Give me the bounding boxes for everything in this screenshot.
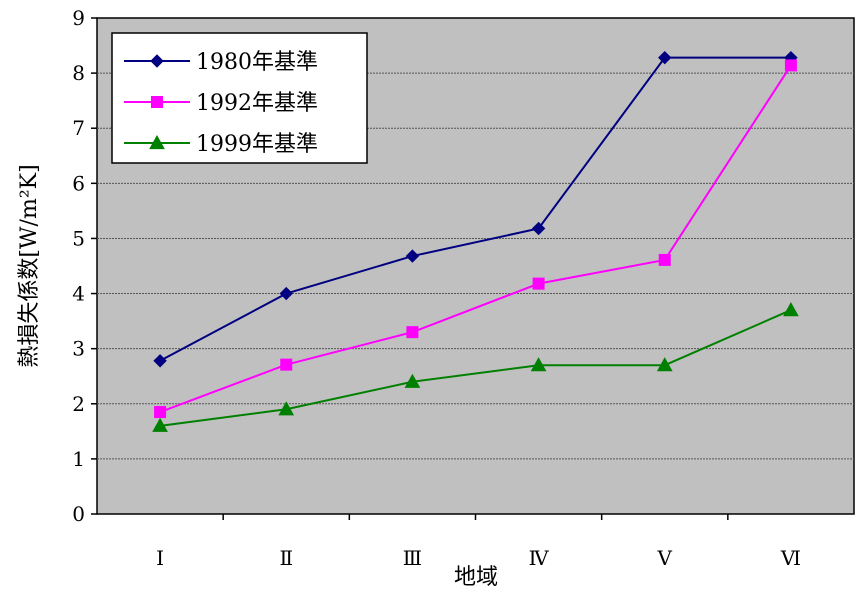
data-point (405, 249, 420, 263)
data-point (530, 357, 547, 372)
y-tick-label: 3 (72, 337, 85, 361)
data-point (154, 406, 167, 419)
y-tick-label: 0 (72, 502, 85, 526)
legend-label: 1992年基準 (196, 91, 318, 116)
x-tick-label: Ⅵ (780, 546, 801, 570)
axes (91, 17, 729, 520)
data-point (279, 286, 293, 301)
data-point (658, 50, 672, 65)
series-2 (154, 59, 797, 419)
data-point (153, 354, 167, 368)
y-tick-label: 9 (72, 6, 85, 30)
data-point (404, 373, 421, 388)
y-tick-label: 5 (72, 226, 85, 250)
data-point (280, 358, 293, 371)
data-point (783, 302, 799, 317)
x-tick-label: Ⅲ (403, 546, 422, 570)
x-tick-labels: Ⅰ Ⅱ Ⅲ Ⅳ Ⅴ Ⅵ (156, 546, 801, 570)
data-point (278, 401, 295, 416)
y-tick-label: 1 (72, 447, 85, 471)
data-point (532, 277, 545, 290)
series-3 (152, 302, 799, 432)
y-axis-title: 熱損失係数[W/m²K] (17, 164, 42, 367)
y-tick-label: 4 (72, 282, 85, 306)
legend-label: 1999年基準 (196, 132, 318, 157)
series-line (159, 56, 791, 362)
legend-marker (149, 134, 165, 150)
series-1 (153, 50, 798, 368)
legend: 1980年基準 1992年基準 1999年基準 (111, 32, 368, 164)
data-point (152, 417, 168, 432)
data-point (406, 326, 419, 339)
series-line (159, 64, 792, 413)
y-tick-label: 2 (72, 392, 85, 416)
data-point (784, 59, 797, 72)
legend-marker (150, 54, 164, 68)
y-tick-label: 8 (72, 61, 85, 85)
series-group (152, 50, 799, 432)
data-point (531, 221, 546, 236)
legend-label: 1980年基準 (196, 50, 318, 75)
x-tick-label: Ⅱ (279, 546, 293, 570)
y-tick-label: 6 (72, 171, 85, 195)
x-axis-title: 地域 (454, 565, 498, 590)
legend-marker (151, 96, 163, 108)
data-point (658, 253, 671, 266)
x-tick-label: Ⅴ (657, 546, 673, 570)
x-tick-label: Ⅳ (529, 546, 550, 570)
series-line (159, 309, 792, 427)
y-tick-label: 7 (72, 116, 85, 140)
gridlines (97, 72, 854, 460)
data-point (656, 357, 673, 372)
x-tick-label: Ⅰ (156, 546, 164, 570)
y-tick-labels: 0 1 2 3 4 5 6 7 8 9 (72, 6, 85, 526)
